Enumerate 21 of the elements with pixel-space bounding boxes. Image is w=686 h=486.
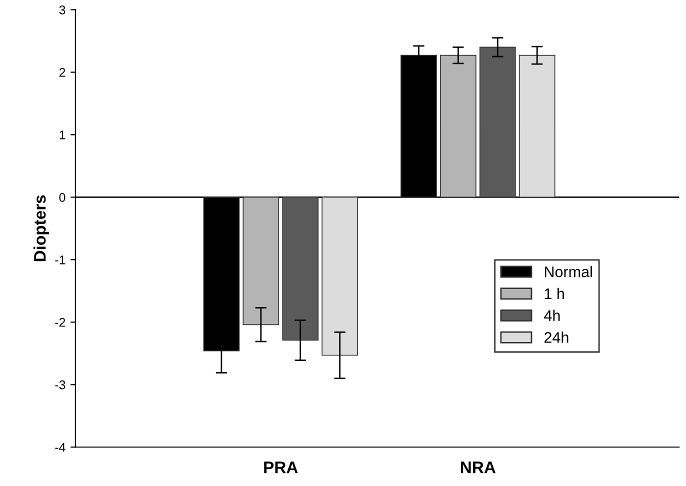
y-tick-label: 0 — [59, 192, 66, 202]
y-tick-label: -1 — [55, 256, 66, 264]
legend-label: Normal — [544, 266, 592, 278]
y-tick-label: 1 — [60, 130, 66, 140]
y-axis-title: Diopters — [34, 195, 50, 262]
x-tick-label: PRA — [264, 462, 298, 474]
bar — [440, 54, 476, 198]
bar — [322, 196, 358, 356]
bar — [282, 196, 319, 341]
bar — [479, 46, 516, 198]
y-tick-label: 3 — [59, 6, 66, 14]
y-tick-label: 2 — [59, 68, 66, 77]
legend-label: 4h — [544, 310, 560, 321]
bar — [242, 196, 280, 326]
y-tick-label: -4 — [55, 443, 66, 452]
bar — [518, 54, 556, 198]
y-tick-label: -3 — [55, 380, 66, 390]
legend-label: 24h — [544, 332, 568, 343]
legend-label: 1 h — [544, 288, 564, 299]
y-tick-label: -2 — [55, 318, 66, 327]
x-tick-label: NRA — [460, 462, 496, 474]
